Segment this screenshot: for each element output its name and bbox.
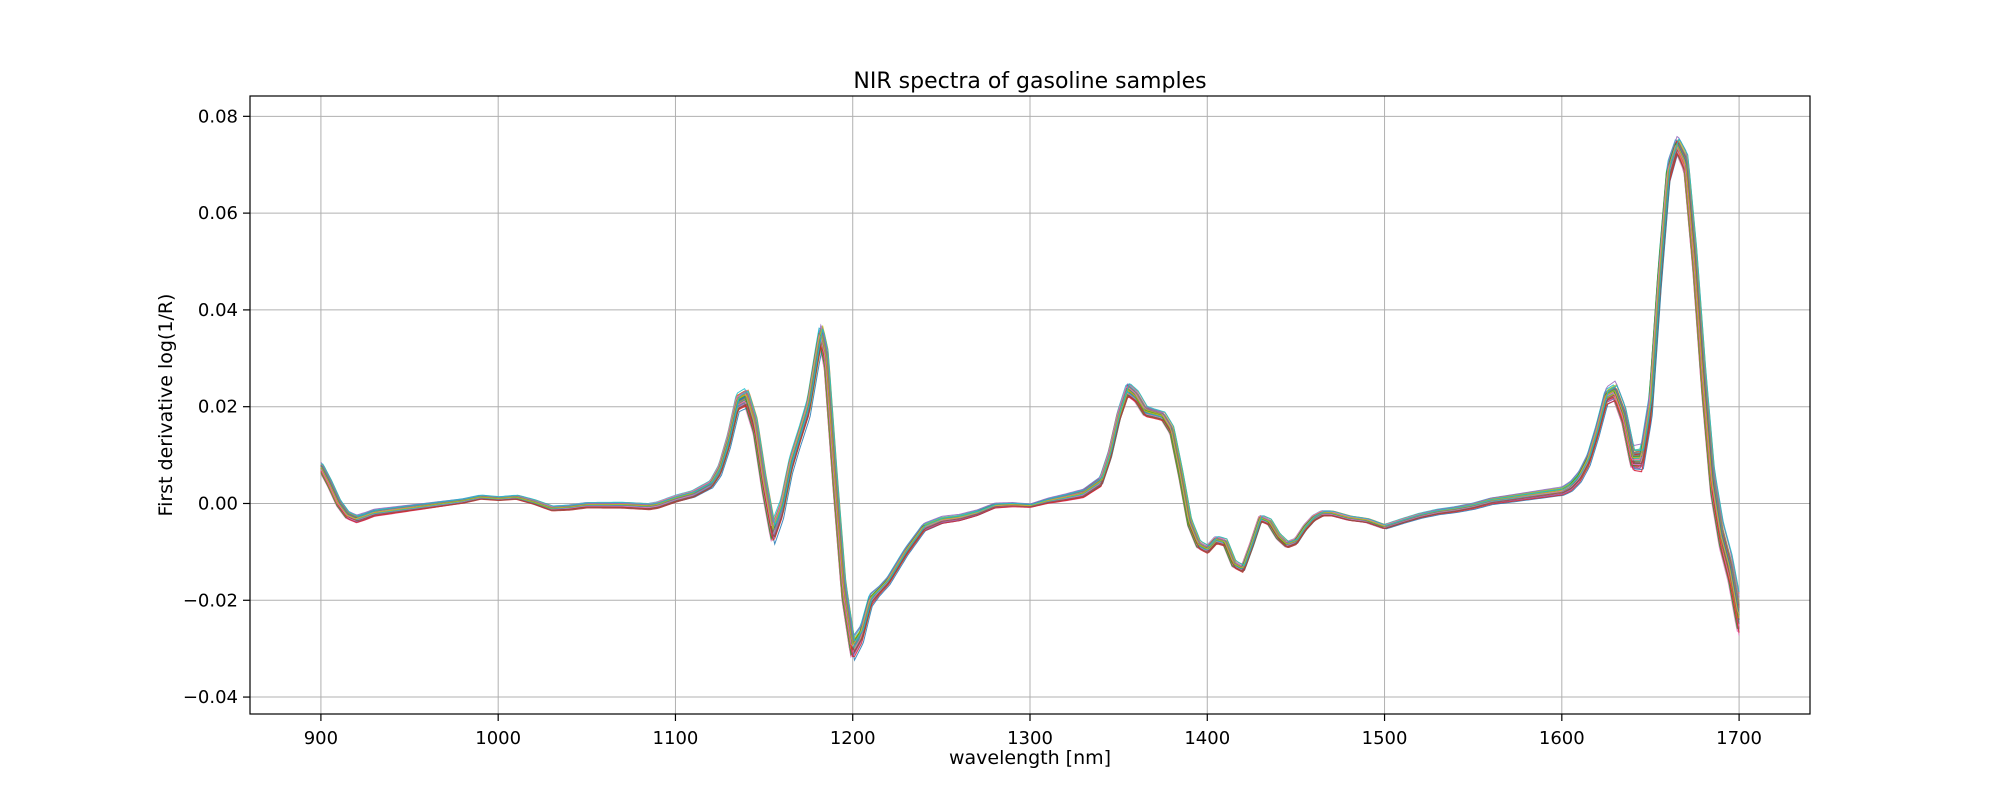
x-tick-label: 1100 [653,728,699,749]
x-tick-label: 1500 [1362,728,1408,749]
x-tick-label: 1200 [830,728,876,749]
x-axis-label: wavelength [nm] [949,747,1111,769]
y-tick-label: −0.02 [183,590,238,611]
y-tick-label: 0.00 [198,493,238,514]
x-tick-label: 1700 [1716,728,1762,749]
y-tick-label: 0.04 [198,300,238,321]
spectrum-line [320,149,1740,653]
y-axis-label: First derivative log(1/R) [155,294,177,517]
chart-title: NIR spectra of gasoline samples [853,69,1206,94]
spectra-series [320,135,1740,662]
y-tick-label: −0.04 [183,687,238,708]
x-tick-label: 1000 [475,728,521,749]
spectrum-line [320,137,1740,642]
axis-ticks: 900 1000 1100 1200 1300 1400 1500 1600 1700 −0.04… [183,106,1762,749]
x-tick-label: 1600 [1539,728,1585,749]
x-tick-label: 1300 [1007,728,1053,749]
y-tick-label: 0.02 [198,397,238,418]
spectrum-line [320,143,1740,647]
y-tick-label: 0.08 [198,106,238,127]
y-tick-label: 0.06 [198,203,238,224]
x-tick-label: 1400 [1184,728,1230,749]
x-tick-label: 900 [304,728,338,749]
grid-lines [250,96,1810,714]
